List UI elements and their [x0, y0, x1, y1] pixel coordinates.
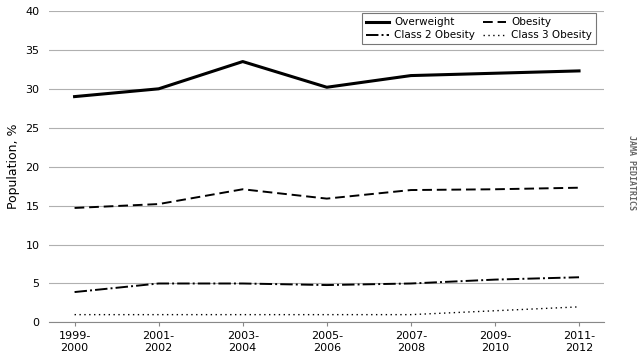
Text: JAMA PEDIATRICS: JAMA PEDIATRICS: [627, 135, 636, 210]
Y-axis label: Population, %: Population, %: [7, 124, 20, 210]
Legend: Overweight, Class 2 Obesity, Obesity, Class 3 Obesity: Overweight, Class 2 Obesity, Obesity, Cl…: [362, 13, 596, 45]
